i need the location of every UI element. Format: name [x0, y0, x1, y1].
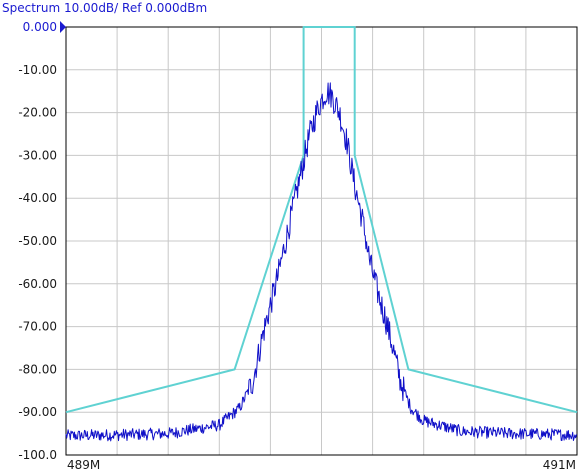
x-axis-ticks: 489M 491M — [67, 458, 576, 472]
chart-title: Spectrum 10.00dB/ Ref 0.000dBm — [2, 1, 208, 15]
y-axis-ticks: 0.000 -10.00 -20.00 -30.00 -40.00 -50.00 -60.0… — [18, 20, 57, 462]
y-tick-label: -70.00 — [18, 320, 57, 334]
series-group — [65, 26, 578, 442]
grid — [66, 27, 577, 455]
x-stop-label: 491M — [543, 458, 576, 472]
reference-level-marker-icon — [60, 21, 66, 33]
y-tick-label: -80.00 — [18, 362, 57, 376]
limit-mask-line — [65, 26, 578, 414]
x-start-label: 489M — [67, 458, 100, 472]
y-tick-label: -40.00 — [18, 191, 57, 205]
y-tick-label: -10.00 — [18, 63, 57, 77]
y-tick-label: -90.00 — [18, 405, 57, 419]
y-tick-label: -20.00 — [18, 106, 57, 120]
y-tick-label: -100.0 — [18, 448, 57, 462]
spectrum-trace-line — [65, 82, 577, 442]
y-tick-label: -60.00 — [18, 277, 57, 291]
y-tick-label: -50.00 — [18, 234, 57, 248]
y-tick-label: 0.000 — [23, 20, 57, 34]
y-tick-label: -30.00 — [18, 148, 57, 162]
